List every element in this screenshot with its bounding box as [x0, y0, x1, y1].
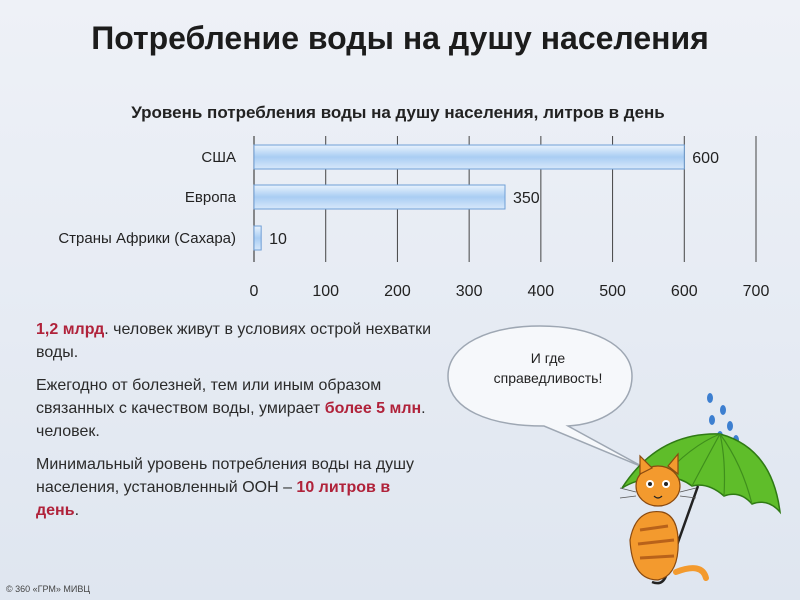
speech-bubble-text: И где справедливость!: [478, 348, 618, 388]
fact-3-highlight: 10 литров в день: [36, 479, 391, 519]
bar: [253, 144, 685, 170]
fact-1: 1,2 млрд. человек живут в условиях остро…: [36, 318, 436, 364]
bar-chart: Уровень потребления воды на душу населен…: [58, 103, 770, 300]
copyright-text: © 360 «ГРМ» МИВЦ: [6, 584, 91, 594]
chart-title: Уровень потребления воды на душу населен…: [131, 103, 665, 122]
bar-value-label: 350: [513, 190, 540, 207]
category-label: США: [201, 149, 236, 166]
speech-bubble: [447, 325, 640, 467]
fact-2-highlight: более 5 млн: [324, 400, 422, 417]
page-title: Потребление воды на душу населения: [91, 20, 709, 56]
fact-2: Ежегодно от болезней, тем или иным образ…: [36, 374, 436, 443]
x-tick-label: 0: [250, 283, 259, 300]
fact-2-text-after: . человек.: [36, 400, 426, 440]
bubble-line-1: И где: [530, 350, 566, 366]
facts-block: 1,2 млрд. человек живут в условиях остро…: [36, 318, 436, 532]
x-tick-label: 200: [384, 283, 411, 300]
cat-icon: [619, 452, 709, 581]
category-label: Европа: [185, 189, 237, 206]
bar: [253, 225, 262, 251]
fact-2-text-before: Ежегодно от болезней, тем или иным образ…: [36, 377, 382, 417]
category-label: Страны Африки (Сахара): [58, 230, 236, 247]
cat-with-umbrella-illustration: [619, 393, 782, 585]
fact-3-text-after: .: [74, 502, 80, 519]
fact-3-text-before: Минимальный уровень потребления воды на …: [36, 456, 414, 496]
fact-3: Минимальный уровень потребления воды на …: [36, 453, 436, 522]
x-tick-label: 700: [743, 283, 770, 300]
x-tick-label: 500: [599, 283, 626, 300]
x-tick-label: 400: [528, 283, 555, 300]
x-tick-label: 600: [671, 283, 698, 300]
fact-1-text: . человек живут в условиях острой нехват…: [36, 321, 432, 361]
x-tick-label: 100: [312, 283, 339, 300]
fact-1-highlight: 1,2 млрд: [36, 321, 105, 338]
bar-value-label: 600: [692, 150, 719, 167]
x-tick-label: 300: [456, 283, 483, 300]
bubble-line-2: справедливость!: [493, 370, 603, 386]
bar: [253, 184, 506, 210]
bar-value-label: 10: [269, 231, 287, 248]
